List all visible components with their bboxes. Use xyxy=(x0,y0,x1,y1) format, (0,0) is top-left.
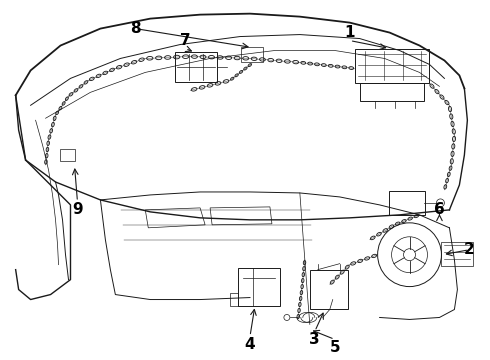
Text: 5: 5 xyxy=(329,340,340,355)
Text: 7: 7 xyxy=(180,33,191,48)
Text: 2: 2 xyxy=(464,242,475,257)
Text: 8: 8 xyxy=(130,21,141,36)
Text: 9: 9 xyxy=(72,202,83,217)
Text: 4: 4 xyxy=(245,337,255,352)
Text: 1: 1 xyxy=(344,25,355,40)
Text: 3: 3 xyxy=(310,332,320,347)
Text: 6: 6 xyxy=(434,202,445,217)
